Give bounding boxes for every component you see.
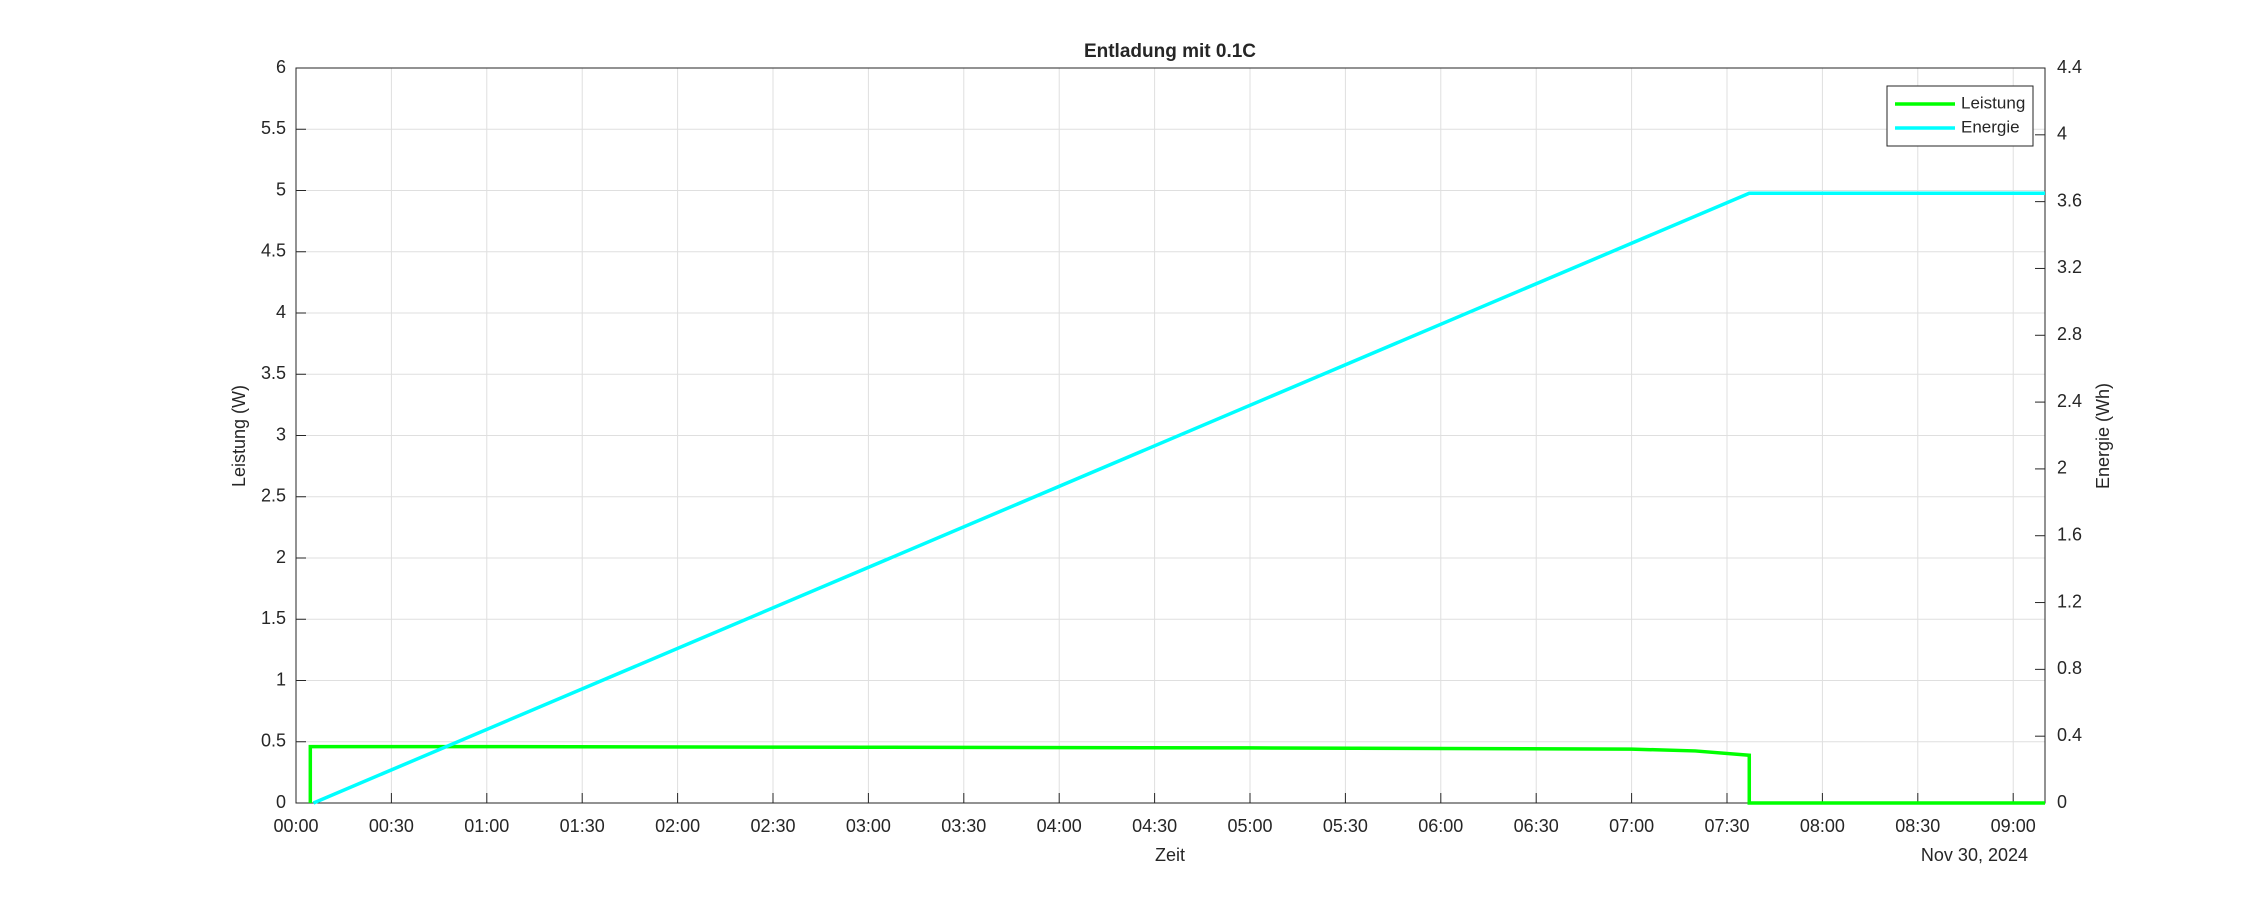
x-tick-label: 07:30: [1704, 816, 1749, 836]
y2-tick-label: 1.2: [2057, 591, 2082, 611]
x-tick-label: 03:30: [941, 816, 986, 836]
x-tick-label: 01:30: [560, 816, 605, 836]
y-tick-label: 5.5: [261, 118, 286, 138]
y-tick-label: 0.5: [261, 731, 286, 751]
y-tick-label: 0: [276, 792, 286, 812]
x-tick-label: 00:00: [273, 816, 318, 836]
y-tick-label: 2.5: [261, 486, 286, 506]
y2-axis-label: Energie (Wh): [2093, 383, 2113, 489]
y-tick-label: 6: [276, 57, 286, 77]
legend-box: [1886, 85, 2034, 147]
y-axis-label: Leistung (W): [229, 385, 249, 487]
plot-frame: [295, 67, 2046, 804]
y2-tick-label: 0: [2057, 792, 2067, 812]
x-tick-label: 05:00: [1227, 816, 1272, 836]
x-tick-label: 02:00: [655, 816, 700, 836]
x-tick-label: 03:00: [846, 816, 891, 836]
y-tick-label: 4: [276, 302, 286, 322]
y2-tick-label: 2.8: [2057, 324, 2082, 344]
x-tick-label: 00:30: [369, 816, 414, 836]
x-date-label: Nov 30, 2024: [1921, 845, 2028, 865]
y-tick-label: 3.5: [261, 363, 286, 383]
x-tick-label: 05:30: [1323, 816, 1368, 836]
y2-tick-label: 3.6: [2057, 190, 2082, 210]
y-tick-label: 1: [276, 669, 286, 689]
x-axis-label: Zeit: [1155, 845, 1185, 865]
series-line: [312, 191, 2045, 805]
y-tick-label: 1.5: [261, 608, 286, 628]
y-tick-label: 3: [276, 424, 286, 444]
y-tick-label: 4.5: [261, 241, 286, 261]
chart-title: Entladung mit 0.1C: [1084, 41, 1256, 62]
y2-tick-label: 3.2: [2057, 257, 2082, 277]
y2-tick-label: 4: [2057, 124, 2067, 144]
x-tick-label: 06:00: [1418, 816, 1463, 836]
x-tick-label: 07:00: [1609, 816, 1654, 836]
x-tick-label: 01:00: [464, 816, 509, 836]
legend-label: Leistung: [1961, 93, 2025, 112]
y2-tick-label: 4.4: [2057, 57, 2082, 77]
legend-label: Energie: [1961, 117, 2020, 136]
legend: Leistung Energie: [1886, 85, 2034, 147]
x-tick-label: 08:30: [1895, 816, 1940, 836]
x-tick-label: 06:30: [1514, 816, 1559, 836]
y-tick-label: 2: [276, 547, 286, 567]
y2-tick-label: 0.4: [2057, 725, 2082, 745]
y2-tick-label: 1.6: [2057, 524, 2082, 544]
x-tick-label: 04:30: [1132, 816, 1177, 836]
x-tick-label: 09:00: [1991, 816, 2036, 836]
x-tick-label: 02:30: [750, 816, 795, 836]
y2-tick-label: 0.8: [2057, 658, 2082, 678]
series-line: [308, 744, 2045, 805]
y-tick-label: 5: [276, 179, 286, 199]
y2-tick-label: 2: [2057, 458, 2067, 478]
x-tick-label: 08:00: [1800, 816, 1845, 836]
x-tick-label: 04:00: [1037, 816, 1082, 836]
y2-tick-label: 2.4: [2057, 391, 2082, 411]
